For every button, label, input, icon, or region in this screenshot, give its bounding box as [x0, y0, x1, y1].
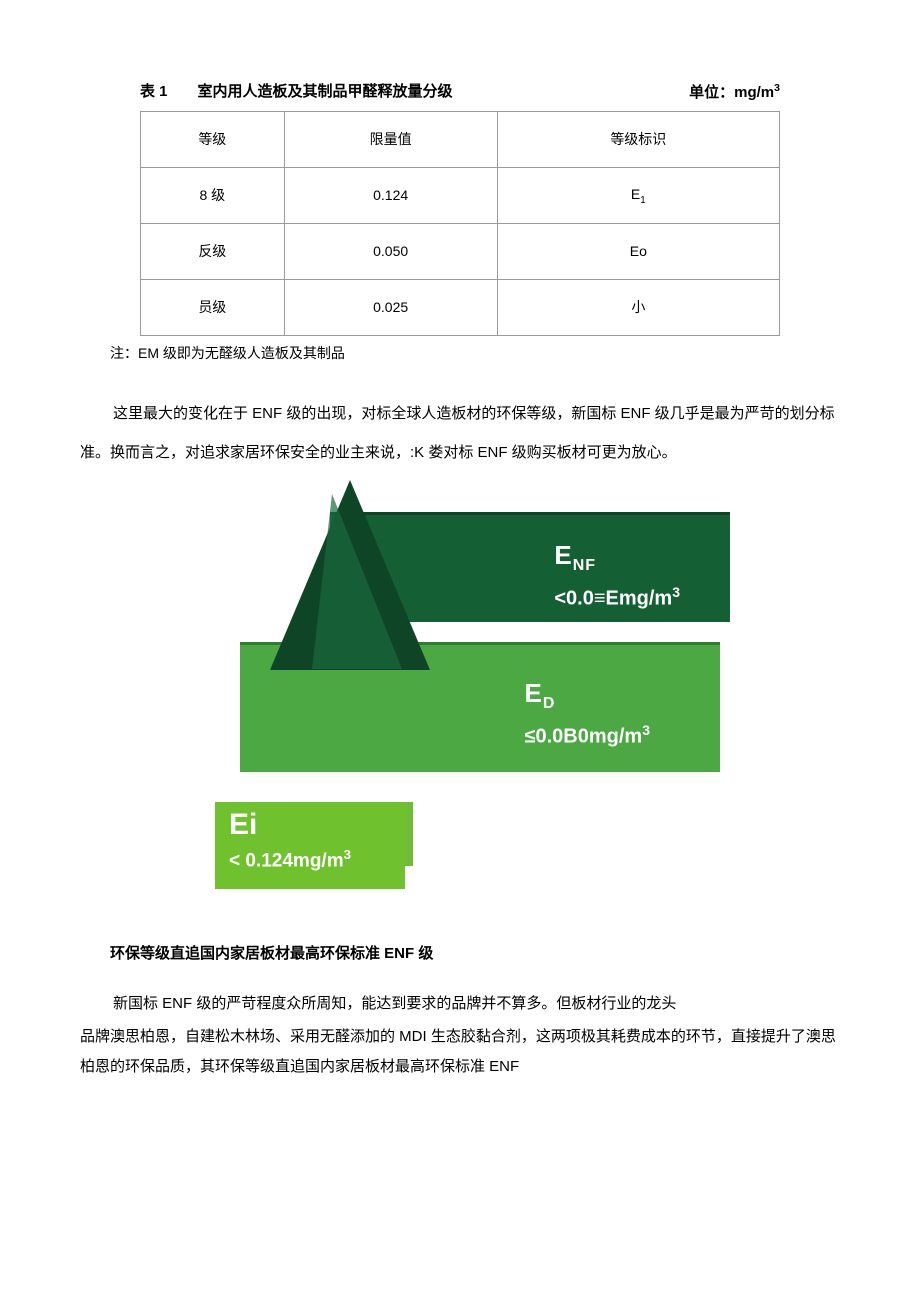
tier-ei: Ei < 0.124mg/m3	[215, 802, 405, 889]
table-caption: 表 1 室内用人造板及其制品甲醛释放量分级 单位：mg/m3	[140, 80, 780, 105]
table-title: 表 1 室内用人造板及其制品甲醛释放量分级	[140, 80, 453, 105]
cell-e1: E1	[497, 168, 779, 224]
col-limit: 限量值	[284, 112, 497, 168]
tier-enf-value: <0.0≡Emg/m3	[554, 581, 680, 615]
paragraph-body-1: 新国标 ENF 级的严苛程度众所周知，能达到要求的品牌并不算多。但板材行业的龙头	[80, 986, 840, 1022]
tier-ei-value: < 0.124mg/m3	[229, 844, 391, 877]
unit-value: mg/m3	[734, 84, 780, 101]
table-row: 8 级 0.124 E1	[141, 168, 780, 224]
col-mark: 等级标识	[497, 112, 779, 168]
tier-ed-name: ED	[525, 673, 650, 717]
pyramid-infographic: ED ≤0.0B0mg/m3 ENF <0.0≡Emg/m3 释放量分级 Ei …	[140, 492, 780, 932]
table-unit: 单位：mg/m3	[689, 80, 780, 105]
pyramid-peak-highlight	[312, 494, 402, 669]
tier-ei-name: Ei	[229, 810, 391, 840]
table-row: 员级 0.025 小	[141, 280, 780, 336]
table-footnote: 注：EM 级即为无醛级人造板及其制品	[110, 342, 910, 364]
col-grade: 等级	[141, 112, 285, 168]
table-row: 反级 0.050 Eo	[141, 224, 780, 280]
table-header-row: 等级 限量值 等级标识	[141, 112, 780, 168]
section-heading: 环保等级直追国内家居板材最高环保标准 ENF 级	[80, 942, 840, 966]
infographic-bottom-row: 释放量分级 Ei < 0.124mg/m3	[215, 802, 795, 865]
grade-table: 等级 限量值 等级标识 8 级 0.124 E1 反级 0.050 Eo 员级 …	[140, 111, 780, 336]
tier-ed-value: ≤0.0B0mg/m3	[525, 719, 650, 753]
tier-enf-name: ENF	[554, 535, 680, 579]
paragraph-body-2: 品牌澳思柏恩，自建松木林场、采用无醛添加的 MDI 生态胶黏合剂，这两项极其耗费…	[80, 1022, 840, 1082]
paragraph-intro: 这里最大的变化在于 ENF 级的出现，对标全球人造板材的环保等级，新国标 ENF…	[80, 394, 840, 472]
